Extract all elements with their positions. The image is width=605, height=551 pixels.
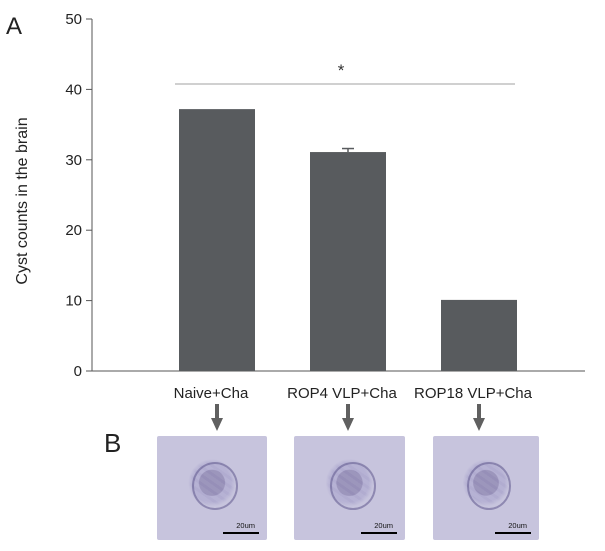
cyst-shape — [329, 462, 376, 510]
y-tick-label: 30 — [65, 152, 82, 169]
bar — [179, 109, 255, 371]
category-label: ROP4 VLP+Cha — [287, 385, 397, 402]
bar — [310, 152, 386, 371]
chart-labels: 0 10 20 30 40 50 Naive+Cha ROP4 VLP+Cha ROP18 VL… — [65, 11, 532, 402]
cyst-shape — [466, 462, 512, 510]
scale-bar — [223, 532, 259, 534]
scale-bar-label: 20um — [374, 521, 393, 530]
micrograph-image: 20um — [157, 436, 267, 540]
y-axis-title: Cyst counts in the brain — [14, 117, 31, 284]
y-tick-label: 40 — [65, 81, 82, 98]
y-tick-label: 10 — [65, 293, 82, 310]
down-arrow-icon — [473, 418, 485, 431]
category-label: Naive+Cha — [174, 385, 249, 402]
scale-bar-label: 20um — [508, 521, 527, 530]
cyst-shape — [192, 462, 238, 510]
down-arrow-icon — [342, 418, 354, 431]
micrograph-image: 20um — [294, 436, 405, 540]
significance-star: * — [338, 61, 345, 80]
y-tick-label: 20 — [65, 222, 82, 239]
scale-bar-label: 20um — [236, 521, 255, 530]
down-arrow-icon — [211, 418, 223, 431]
micrograph-image: 20um — [433, 436, 539, 540]
y-tick-label: 50 — [65, 11, 82, 28]
panel-b-label: B — [104, 428, 122, 458]
y-tick-label: 0 — [74, 363, 82, 380]
scale-bar — [495, 532, 531, 534]
category-label: ROP18 VLP+Cha — [414, 385, 533, 402]
bar — [441, 299, 517, 371]
chart-bars — [179, 109, 517, 371]
panel-a-label: A — [6, 13, 22, 40]
arrows — [211, 404, 485, 431]
scale-bar — [361, 532, 397, 534]
